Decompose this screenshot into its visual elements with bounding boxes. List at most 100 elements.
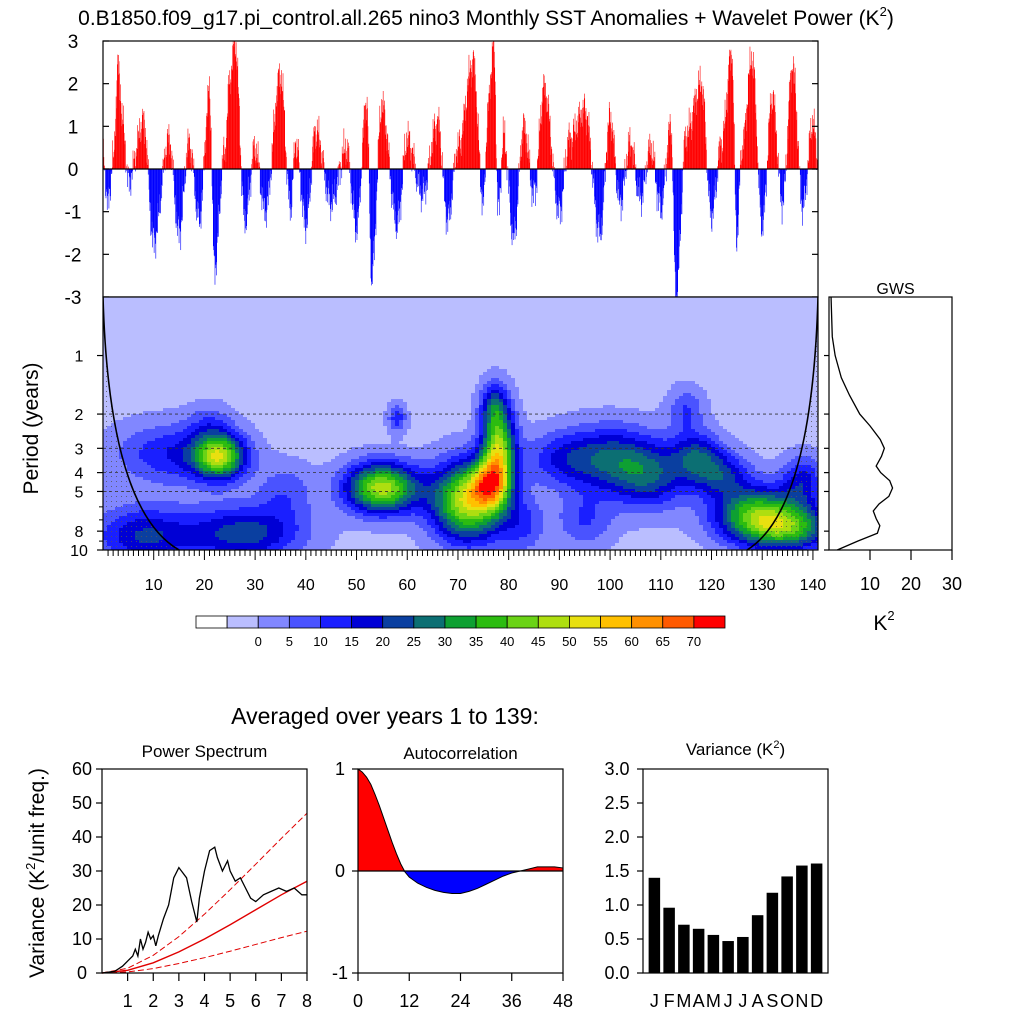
wavelet-cell (139, 336, 144, 340)
wavelet-cell (751, 312, 756, 316)
wavelet-cell (151, 306, 156, 310)
wavelet-cell (607, 303, 612, 307)
wavelet-cell (407, 342, 412, 346)
wavelet-cell (391, 318, 396, 322)
wavelet-cell (595, 333, 600, 337)
wavelet-cell (411, 321, 416, 325)
wavelet-cell (263, 345, 268, 349)
wavelet-cell (151, 300, 156, 304)
wavelet-cell (335, 345, 340, 349)
wavelet-cell (731, 300, 736, 304)
wavelet-cell (399, 348, 404, 352)
wavelet-cell (291, 345, 296, 349)
wavelet-cell (563, 336, 568, 340)
wavelet-cell (515, 306, 520, 310)
wavelet-cell (791, 309, 796, 313)
wavelet-cell (371, 315, 376, 319)
wavelet-cell (795, 324, 800, 328)
wavelet-cell (167, 336, 172, 340)
wavelet-cell (727, 321, 732, 325)
wavelet-cell (515, 303, 520, 307)
wavelet-cell (559, 321, 564, 325)
wavelet-cell (591, 297, 596, 301)
wavelet-cell (235, 312, 240, 316)
wavelet-cell (583, 333, 588, 337)
wavelet-cell (267, 315, 272, 319)
wavelet-cell (263, 348, 268, 352)
wavelet-cell (271, 303, 276, 307)
wavelet-cell (643, 324, 648, 328)
wavelet-cell (263, 303, 268, 307)
wavelet-cell (711, 336, 716, 340)
wavelet-cell (279, 309, 284, 313)
wavelet-cell (243, 306, 248, 310)
wavelet-cell (675, 315, 680, 319)
wavelet-cell (127, 309, 132, 313)
wavelet-cell (731, 327, 736, 331)
wavelet-cell (259, 342, 264, 346)
wavelet-cell (463, 333, 468, 337)
wavelet-cell (559, 300, 564, 304)
wavelet-cell (595, 312, 600, 316)
wavelet-cell (599, 345, 604, 349)
wavelet-cell (507, 303, 512, 307)
wavelet-cell (315, 312, 320, 316)
wavelet-cell (127, 306, 132, 310)
wavelet-cell (703, 348, 708, 352)
wavelet-cell (383, 300, 388, 304)
wavelet-cell (631, 315, 636, 319)
wavelet-cell (535, 342, 540, 346)
wavelet-cell (767, 342, 772, 346)
wavelet-cell (295, 309, 300, 313)
wavelet-cell (367, 318, 372, 322)
wavelet-cell (171, 330, 176, 334)
wavelet-cell (287, 345, 292, 349)
wavelet-cell (695, 300, 700, 304)
wavelet-cell (711, 306, 716, 310)
wavelet-cell (787, 342, 792, 346)
wavelet-cell (603, 342, 608, 346)
wavelet-cell (591, 324, 596, 328)
wavelet-cell (799, 321, 804, 325)
wavelet-cell (199, 345, 204, 349)
wavelet-cell (423, 324, 428, 328)
wavelet-cell (263, 300, 268, 304)
wavelet-cell (411, 345, 416, 349)
wavelet-cell (599, 339, 604, 343)
wavelet-cell (171, 309, 176, 313)
wavelet-cell (443, 312, 448, 316)
wavelet-cell (243, 309, 248, 313)
wavelet-cell (423, 336, 428, 340)
wavelet-cell (583, 345, 588, 349)
wavelet-cell (167, 312, 172, 316)
wavelet-cell (411, 297, 416, 301)
wavelet-cell (575, 315, 580, 319)
wavelet-cell (495, 327, 500, 331)
wavelet-cell (555, 297, 560, 301)
wavelet-cell (311, 348, 316, 352)
wavelet-cell (283, 300, 288, 304)
wavelet-cell (159, 321, 164, 325)
wavelet-cell (667, 348, 672, 352)
wavelet-cell (579, 345, 584, 349)
wavelet-cell (399, 318, 404, 322)
wavelet-cell (443, 348, 448, 352)
wavelet-cell (467, 324, 472, 328)
wavelet-cell (123, 345, 128, 349)
wavelet-cell (759, 300, 764, 304)
wavelet-cell (215, 327, 220, 331)
wavelet-cell (435, 348, 440, 352)
wavelet-cell (111, 321, 116, 325)
wavelet-cell (651, 348, 656, 352)
wavelet-cell (559, 345, 564, 349)
wavelet-cell (239, 348, 244, 352)
wavelet-cell (683, 303, 688, 307)
wavelet-cell (551, 300, 556, 304)
wavelet-cell (459, 309, 464, 313)
wavelet-cell (263, 324, 268, 328)
wavelet-cell (671, 345, 676, 349)
wavelet-cell (451, 342, 456, 346)
wavelet-cell (423, 306, 428, 310)
wavelet-cell (535, 345, 540, 349)
wavelet-cell (167, 303, 172, 307)
